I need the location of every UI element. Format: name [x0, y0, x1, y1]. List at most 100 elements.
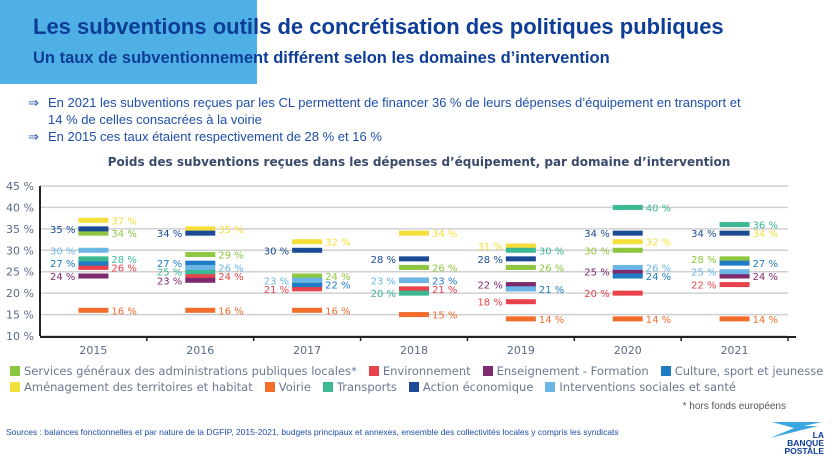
- arrow-icon: ⇒: [28, 95, 39, 110]
- data-label: 30 %: [584, 246, 609, 257]
- y-tick-label: 35 %: [6, 223, 34, 236]
- data-label: 16 %: [111, 306, 136, 317]
- marker: [78, 307, 109, 313]
- legend: Services généraux des administrations pu…: [10, 364, 835, 396]
- data-label: 30 %: [539, 246, 564, 257]
- x-tick-label: 2021: [721, 344, 749, 357]
- data-label: 28 %: [111, 255, 136, 266]
- data-label: 21 %: [432, 285, 457, 296]
- marker: [505, 247, 536, 253]
- logo: LA BANQUE POSTALE: [764, 420, 824, 460]
- footnote: * hors fonds européens: [682, 401, 786, 412]
- data-label: 24 %: [753, 272, 778, 283]
- legend-label: Action économique: [422, 380, 534, 394]
- y-tick-label: 20 %: [6, 287, 34, 300]
- marker: [719, 230, 750, 236]
- data-label: 22 %: [325, 281, 350, 292]
- data-label: 25 %: [157, 268, 182, 279]
- marker: [292, 247, 323, 253]
- bullet-2: ⇒ En 2015 ces taux étaient respectivement…: [28, 128, 382, 145]
- marker: [612, 239, 643, 245]
- data-label: 16 %: [218, 306, 243, 317]
- marker: [399, 312, 429, 318]
- legend-swatch: [660, 366, 671, 376]
- data-label: 23 %: [264, 276, 289, 287]
- legend-item: Environnement: [368, 364, 471, 378]
- x-tick-label: 2016: [186, 344, 214, 357]
- marker: [185, 307, 216, 313]
- data-label: 28 %: [371, 255, 396, 266]
- data-label: 30 %: [50, 246, 75, 257]
- y-tick-label: 45 %: [6, 180, 34, 193]
- legend-label: Interventions sociales et santé: [559, 380, 736, 394]
- marker: [719, 260, 750, 266]
- legend-swatch: [10, 382, 20, 392]
- marker: [719, 269, 750, 275]
- legend-swatch: [264, 382, 275, 392]
- marker: [612, 204, 643, 210]
- data-label: 29 %: [218, 251, 243, 262]
- legend-item: Action économique: [408, 380, 534, 394]
- data-label: 35 %: [218, 225, 243, 236]
- data-label: 34 %: [584, 229, 609, 240]
- legend-swatch: [545, 382, 556, 392]
- data-label: 16 %: [325, 306, 350, 317]
- marker: [78, 226, 109, 232]
- marker: [399, 264, 429, 270]
- marker: [292, 239, 323, 245]
- data-label: 14 %: [646, 315, 671, 326]
- data-label: 26 %: [646, 263, 671, 274]
- marker: [612, 230, 643, 236]
- marker: [719, 316, 750, 322]
- data-label: 34 %: [432, 229, 457, 240]
- data-label: 24 %: [646, 272, 671, 283]
- data-label: 18 %: [477, 298, 502, 309]
- legend-item: Culture, sport et jeunesse: [660, 364, 823, 378]
- marker: [185, 273, 216, 279]
- data-label: 15 %: [432, 311, 457, 322]
- x-tick-label: 2020: [614, 344, 642, 357]
- marker: [399, 286, 429, 292]
- header-accent-box: [0, 0, 257, 84]
- y-tick-label: 15 %: [6, 309, 34, 322]
- legend-item: Aménagement des territoires et habitat: [10, 380, 253, 394]
- data-label: 35 %: [50, 225, 75, 236]
- marker: [719, 273, 750, 279]
- x-tick-label: 2019: [507, 344, 535, 357]
- marker: [292, 282, 323, 288]
- marker: [185, 260, 216, 266]
- legend-item: Voirie: [264, 380, 311, 394]
- data-label: 25 %: [584, 268, 609, 279]
- marker: [612, 247, 643, 253]
- legend-label: Transports: [336, 380, 397, 394]
- x-tick-label: 2015: [79, 344, 107, 357]
- data-label: 25 %: [691, 268, 716, 279]
- data-label: 26 %: [218, 263, 243, 274]
- data-label: 23 %: [371, 276, 396, 287]
- legend-swatch: [368, 366, 379, 376]
- data-label: 27 %: [50, 259, 75, 270]
- data-label: 27 %: [753, 259, 778, 270]
- data-label: 22 %: [691, 281, 716, 292]
- legend-label: Aménagement des territoires et habitat: [24, 380, 253, 394]
- page-subtitle: Un taux de subventionnement différent se…: [33, 49, 610, 67]
- logo-bird-icon: [770, 422, 822, 438]
- marker: [78, 247, 109, 253]
- marker: [505, 316, 536, 322]
- marker: [505, 264, 536, 270]
- arrow-icon: ⇒: [28, 129, 39, 144]
- marker: [292, 273, 323, 279]
- legend-item: Enseignement - Formation: [482, 364, 649, 378]
- legend-label: Services généraux des administrations pu…: [24, 364, 357, 378]
- legend-label: Enseignement - Formation: [496, 364, 649, 378]
- marker: [399, 290, 429, 296]
- data-label: 23 %: [432, 276, 457, 287]
- data-label: 37 %: [111, 216, 136, 227]
- marker: [719, 222, 750, 228]
- legend-label: Voirie: [278, 380, 311, 394]
- legend-item: Services généraux des administrations pu…: [10, 364, 357, 378]
- marker: [185, 269, 216, 275]
- marker: [612, 290, 643, 296]
- data-label: 36 %: [753, 221, 778, 232]
- data-label: 34 %: [753, 229, 778, 240]
